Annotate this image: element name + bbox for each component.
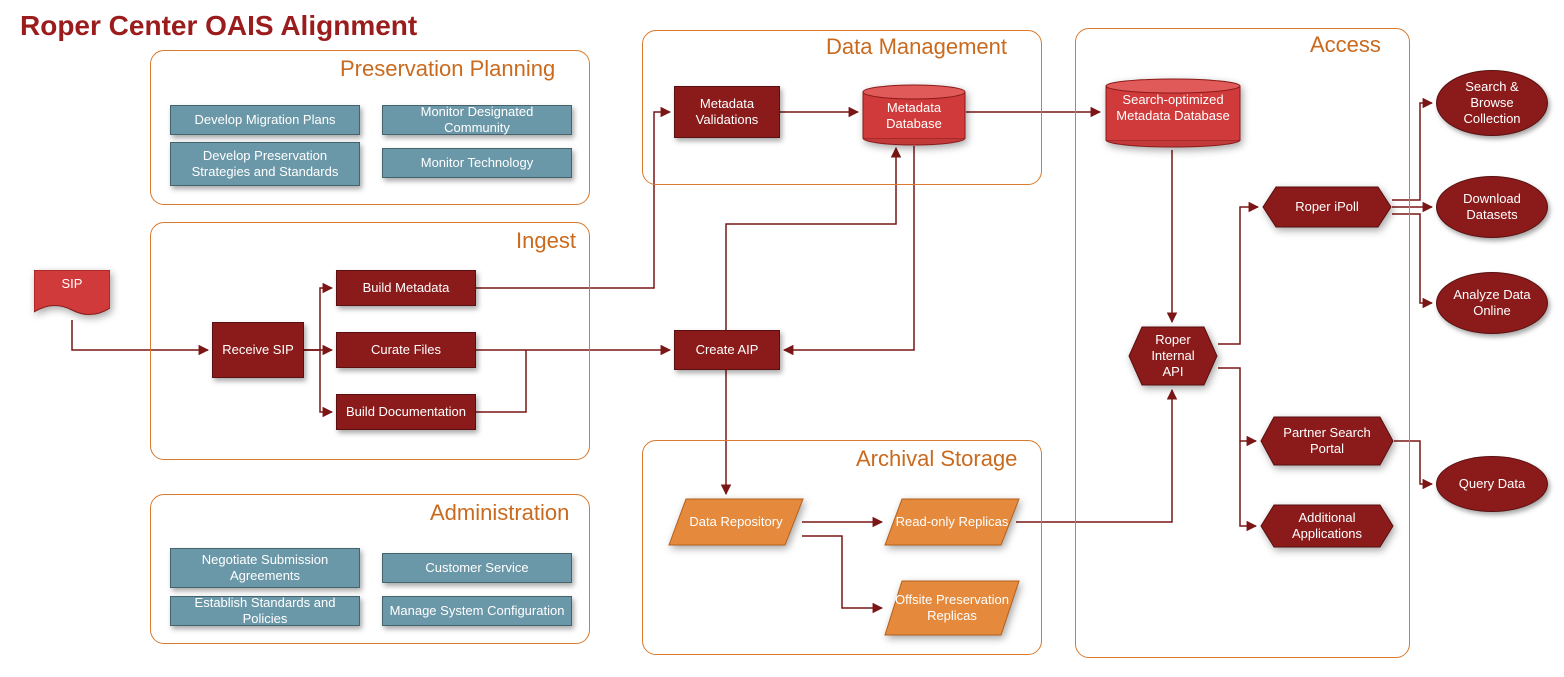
node-roper-ipoll: Roper iPoll [1262, 186, 1392, 228]
group-label-admin: Administration [430, 500, 569, 526]
node-meta-valid: Metadata Validations [674, 86, 780, 138]
node-sip-label: SIP [34, 276, 110, 291]
group-label-archival: Archival Storage [856, 446, 1017, 472]
node-query-data: Query Data [1436, 456, 1548, 512]
node-neg-sub: Negotiate Submission Agreements [170, 548, 360, 588]
group-label-preservation: Preservation Planning [340, 56, 555, 82]
node-meta-db: Metadata Database [862, 84, 966, 146]
node-analyze-online: Analyze Data Online [1436, 272, 1548, 334]
node-build-meta: Build Metadata [336, 270, 476, 306]
node-search-db-label: Search-optimized Metadata Database [1104, 92, 1242, 125]
node-roper-api: Roper Internal API [1128, 326, 1218, 386]
node-readonly-rep: Read-only Replicas [884, 498, 1020, 546]
node-est-std: Establish Standards and Policies [170, 596, 360, 626]
node-sip: SIP [34, 270, 110, 320]
node-receive-sip: Receive SIP [212, 322, 304, 378]
node-monitor-comm: Monitor Designated Community [382, 105, 572, 135]
node-add-apps: Additional Applications [1260, 504, 1394, 548]
node-dev-pres: Develop Preservation Strategies and Stan… [170, 142, 360, 186]
node-manage-sys: Manage System Configuration [382, 596, 572, 626]
node-create-aip: Create AIP [674, 330, 780, 370]
diagram-title: Roper Center OAIS Alignment [20, 10, 417, 42]
group-label-ingest: Ingest [516, 228, 576, 254]
node-download-ds: Download Datasets [1436, 176, 1548, 238]
node-dev-migration: Develop Migration Plans [170, 105, 360, 135]
group-label-access: Access [1310, 32, 1381, 58]
node-cust-svc: Customer Service [382, 553, 572, 583]
node-build-doc: Build Documentation [336, 394, 476, 430]
node-data-repo: Data Repository [668, 498, 804, 546]
node-search-db: Search-optimized Metadata Database [1104, 78, 1242, 148]
node-offsite-rep: Offsite Preservation Replicas [884, 580, 1020, 636]
node-meta-db-label: Metadata Database [862, 100, 966, 133]
node-monitor-tech: Monitor Technology [382, 148, 572, 178]
node-search-browse: Search & Browse Collection [1436, 70, 1548, 136]
node-curate-files: Curate Files [336, 332, 476, 368]
group-label-data-mgmt: Data Management [826, 34, 1007, 60]
node-partner-portal: Partner Search Portal [1260, 416, 1394, 466]
